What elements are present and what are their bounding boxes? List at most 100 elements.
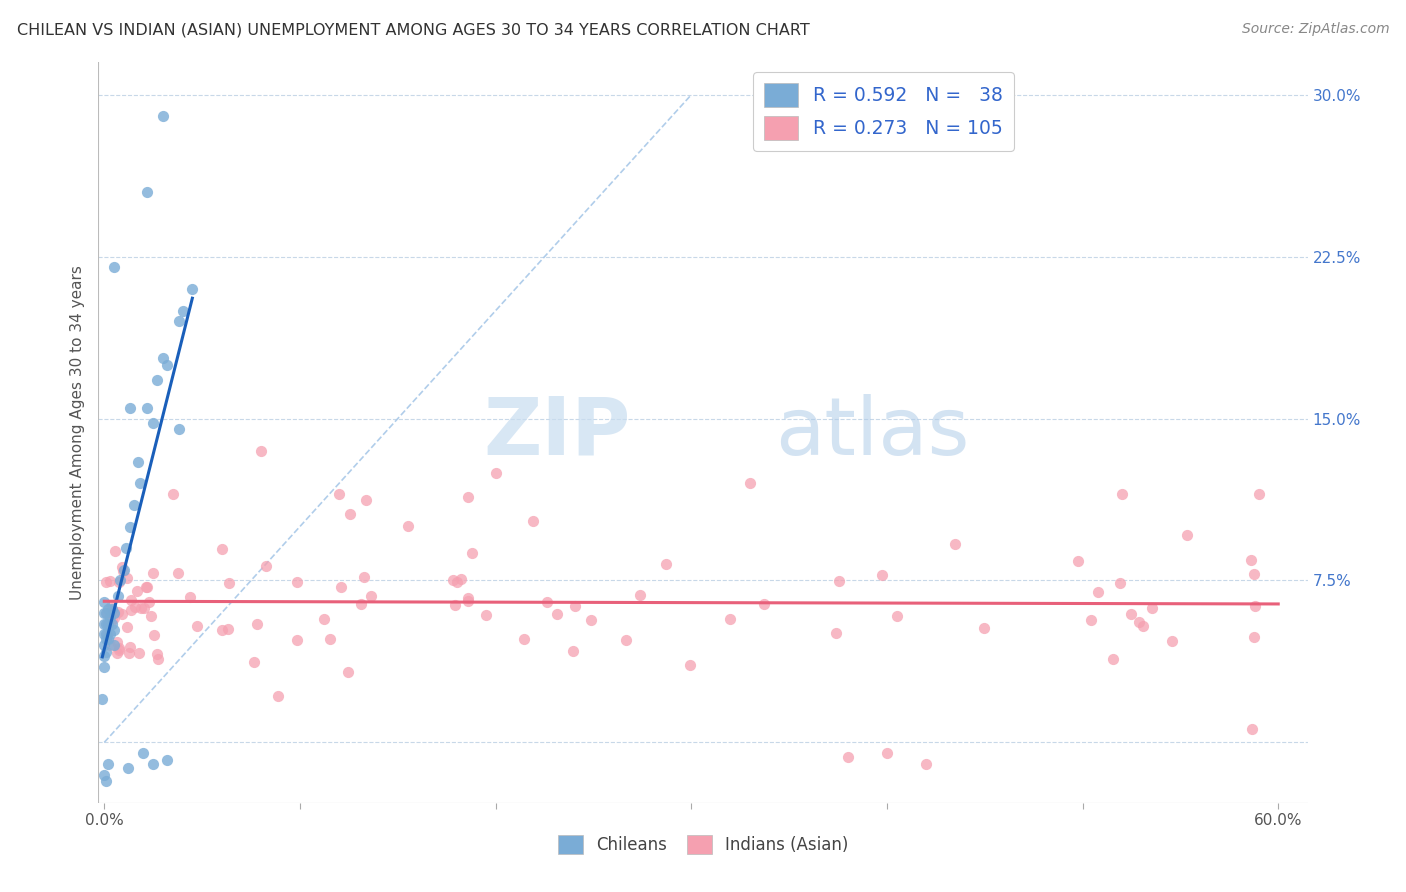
Point bbox=[319, 632, 342, 647]
Point bbox=[118, 519, 141, 533]
Point bbox=[142, 566, 165, 580]
Point bbox=[96, 774, 118, 789]
Point bbox=[162, 487, 184, 501]
Point bbox=[97, 616, 120, 631]
Point bbox=[1175, 528, 1198, 542]
Point bbox=[136, 185, 159, 199]
Point bbox=[450, 572, 472, 586]
Point bbox=[461, 546, 484, 560]
Point bbox=[93, 606, 115, 620]
Point bbox=[114, 541, 136, 555]
Point bbox=[146, 373, 169, 387]
Point bbox=[167, 422, 190, 436]
Point bbox=[117, 620, 139, 634]
Point bbox=[93, 616, 115, 631]
Point bbox=[614, 632, 637, 647]
Point bbox=[120, 640, 142, 655]
Point bbox=[120, 592, 142, 607]
Point bbox=[1087, 585, 1109, 599]
Point bbox=[93, 768, 115, 782]
Point bbox=[186, 619, 208, 633]
Y-axis label: Unemployment Among Ages 30 to 34 years: Unemployment Among Ages 30 to 34 years bbox=[69, 265, 84, 600]
Point bbox=[218, 576, 240, 591]
Point bbox=[105, 634, 128, 648]
Point bbox=[166, 566, 188, 580]
Point bbox=[120, 603, 142, 617]
Point bbox=[1140, 600, 1163, 615]
Point bbox=[1240, 553, 1263, 567]
Point bbox=[287, 632, 309, 647]
Point bbox=[1102, 652, 1125, 666]
Point bbox=[108, 574, 131, 588]
Point bbox=[142, 756, 165, 771]
Point bbox=[396, 518, 419, 533]
Point bbox=[246, 617, 269, 632]
Point bbox=[312, 611, 335, 625]
Point bbox=[1241, 722, 1264, 736]
Point bbox=[181, 282, 204, 296]
Point bbox=[91, 692, 114, 706]
Point bbox=[93, 595, 115, 609]
Point bbox=[111, 560, 134, 574]
Point bbox=[112, 563, 135, 577]
Point bbox=[886, 609, 908, 624]
Legend: Chileans, Indians (Asian): Chileans, Indians (Asian) bbox=[551, 829, 855, 861]
Point bbox=[441, 573, 464, 587]
Point bbox=[97, 632, 120, 646]
Point bbox=[546, 607, 568, 622]
Text: ZIP: ZIP bbox=[484, 393, 630, 472]
Point bbox=[148, 652, 170, 666]
Point bbox=[103, 623, 125, 637]
Point bbox=[96, 632, 118, 646]
Point bbox=[98, 639, 121, 653]
Point bbox=[115, 570, 138, 584]
Point bbox=[876, 746, 898, 760]
Point bbox=[96, 645, 118, 659]
Point bbox=[1111, 487, 1133, 501]
Point bbox=[354, 493, 377, 508]
Point bbox=[172, 303, 194, 318]
Point bbox=[752, 597, 775, 611]
Point bbox=[211, 542, 233, 557]
Point bbox=[337, 665, 360, 680]
Point bbox=[93, 638, 115, 652]
Point bbox=[360, 589, 382, 603]
Point bbox=[250, 444, 273, 458]
Point bbox=[108, 575, 131, 590]
Point bbox=[98, 627, 121, 641]
Point bbox=[339, 507, 361, 521]
Point bbox=[179, 591, 201, 605]
Point bbox=[243, 655, 266, 669]
Point bbox=[96, 606, 118, 620]
Point bbox=[915, 756, 938, 771]
Point bbox=[1243, 630, 1265, 644]
Point bbox=[457, 594, 479, 608]
Point bbox=[562, 643, 585, 657]
Point bbox=[96, 628, 118, 642]
Point bbox=[146, 648, 169, 662]
Point bbox=[118, 401, 141, 415]
Point bbox=[837, 750, 859, 764]
Point bbox=[536, 595, 558, 609]
Point bbox=[443, 599, 465, 613]
Point bbox=[93, 627, 115, 641]
Point bbox=[329, 580, 352, 594]
Text: Source: ZipAtlas.com: Source: ZipAtlas.com bbox=[1241, 22, 1389, 37]
Point bbox=[117, 761, 139, 775]
Point bbox=[96, 606, 118, 620]
Point bbox=[1108, 576, 1130, 591]
Point bbox=[97, 601, 120, 615]
Point bbox=[132, 600, 155, 615]
Point bbox=[132, 746, 155, 760]
Point bbox=[870, 568, 893, 582]
Point bbox=[111, 564, 134, 578]
Point bbox=[131, 601, 153, 615]
Point bbox=[103, 638, 125, 652]
Point bbox=[107, 589, 129, 603]
Point bbox=[564, 599, 586, 614]
Point bbox=[738, 476, 761, 491]
Point bbox=[100, 599, 122, 614]
Point bbox=[579, 613, 602, 627]
Point bbox=[1067, 554, 1090, 568]
Point bbox=[96, 575, 118, 590]
